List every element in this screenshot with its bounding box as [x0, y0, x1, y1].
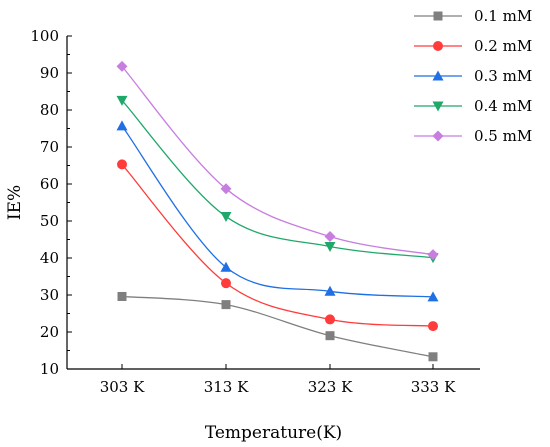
data-point [427, 249, 439, 261]
x-tick-label: 323 K [308, 378, 353, 396]
legend-label: 0.5 mM [474, 127, 532, 145]
data-point [116, 60, 128, 72]
legend-item: 0.4 mM [414, 97, 532, 115]
series-layer [116, 60, 439, 362]
legend-item: 0.3 mM [414, 67, 532, 85]
y-tick-label: 50 [40, 212, 59, 230]
x-tick-label: 303 K [100, 378, 145, 396]
data-point [220, 183, 232, 195]
series-3 [116, 120, 439, 302]
legend-marker [432, 101, 444, 112]
legend-item: 0.1 mM [414, 7, 532, 25]
data-point [220, 261, 232, 272]
series-line [121, 65, 434, 256]
data-point [427, 291, 439, 302]
legend-label: 0.1 mM [474, 7, 532, 25]
y-tick-label: 30 [40, 286, 59, 304]
series-line [121, 125, 434, 298]
legend-label: 0.2 mM [474, 37, 532, 55]
data-point [428, 352, 438, 362]
data-point [428, 321, 438, 332]
data-point [117, 159, 127, 170]
legend-label: 0.4 mM [474, 97, 532, 115]
series-line [121, 99, 434, 259]
y-tick-label: 10 [40, 360, 59, 378]
legend-item: 0.2 mM [414, 37, 532, 55]
y-tick-label: 20 [40, 323, 59, 341]
y-axis-title: IE% [5, 185, 25, 220]
x-tick-label: 333 K [411, 378, 456, 396]
legend-marker [433, 41, 443, 51]
y-tick-label: 40 [40, 249, 59, 267]
data-point [324, 242, 336, 253]
data-point [117, 291, 127, 301]
y-tick-label: 90 [40, 64, 59, 82]
data-point [220, 212, 232, 223]
data-point [116, 120, 128, 131]
series-2 [117, 159, 438, 332]
x-axis-title: Temperature(K) [205, 423, 342, 443]
y-tick-label: 100 [30, 27, 59, 45]
legend: 0.1 mM 0.2 mM 0.3 mM 0.4 mM 0.5 mM [414, 7, 532, 145]
data-point [324, 285, 336, 296]
legend-item: 0.5 mM [414, 127, 532, 145]
series-5 [116, 60, 439, 261]
data-point [221, 278, 231, 289]
legend-label: 0.3 mM [474, 67, 532, 85]
series-1 [117, 291, 438, 362]
legend-marker [433, 11, 443, 21]
legend-marker [432, 70, 444, 81]
data-point [325, 331, 335, 341]
y-tick-label: 60 [40, 175, 59, 193]
data-point [221, 300, 231, 310]
y-tick-label: 80 [40, 101, 59, 119]
x-tick-label: 313 K [204, 378, 249, 396]
series-line [121, 295, 434, 358]
axes: 10 20 30 40 50 60 70 80 90 100 303 K 313 K 323 K 333 … [30, 27, 480, 396]
series-line [121, 163, 434, 327]
data-point [116, 95, 128, 106]
data-point [324, 231, 336, 243]
legend-marker [432, 130, 444, 142]
y-tick-label: 70 [40, 138, 59, 156]
data-point [325, 314, 335, 325]
